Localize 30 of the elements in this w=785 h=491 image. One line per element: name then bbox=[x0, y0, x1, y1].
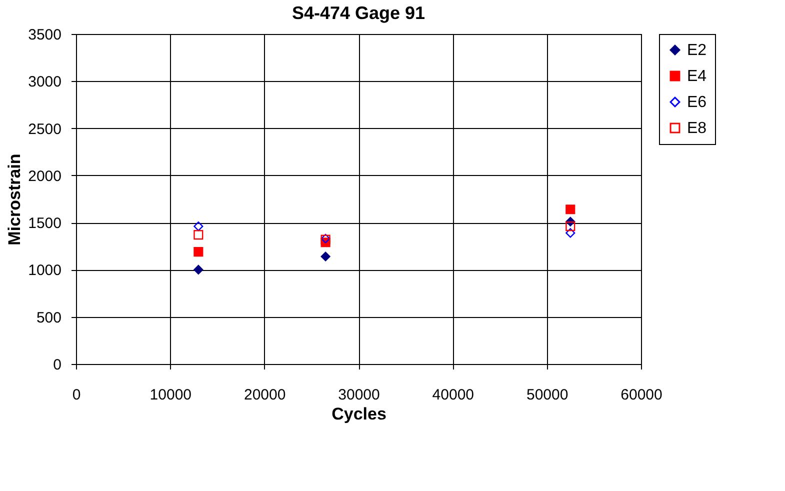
x-tick-label: 20000 bbox=[244, 386, 286, 404]
y-tick-label: 3500 bbox=[28, 26, 62, 44]
point bbox=[194, 264, 204, 274]
x-tick-label: 30000 bbox=[338, 386, 380, 404]
y-axis-title: Microstrain bbox=[5, 154, 24, 246]
y-tick-label: 1500 bbox=[28, 215, 62, 232]
x-axis-title: Cycles bbox=[332, 404, 386, 424]
x-tick-label: 0 bbox=[72, 386, 81, 404]
x-tick-label: 50000 bbox=[526, 386, 568, 404]
legend-label: E4 bbox=[687, 68, 707, 85]
y-tick-label: 0 bbox=[53, 356, 62, 374]
point bbox=[566, 204, 576, 214]
point bbox=[194, 222, 204, 232]
point bbox=[194, 230, 204, 240]
point bbox=[320, 252, 330, 262]
y-tick-label: 1000 bbox=[28, 262, 62, 280]
legend-label: E8 bbox=[687, 120, 707, 137]
y-tick-label: 500 bbox=[36, 309, 62, 326]
y-tick-label: 2500 bbox=[28, 120, 62, 138]
y-tick-label: 2000 bbox=[28, 168, 62, 185]
point bbox=[566, 222, 576, 232]
chart-title: S4-474 Gage 91 bbox=[292, 3, 426, 23]
point bbox=[194, 247, 204, 257]
x-tick-label: 60000 bbox=[620, 386, 662, 404]
legend-label: E6 bbox=[687, 94, 707, 111]
y-tick-label: 3000 bbox=[28, 74, 62, 91]
point bbox=[566, 228, 576, 238]
x-tick-label: 10000 bbox=[150, 386, 192, 404]
legend-label: E2 bbox=[687, 42, 707, 59]
x-tick-label: 40000 bbox=[432, 386, 474, 404]
